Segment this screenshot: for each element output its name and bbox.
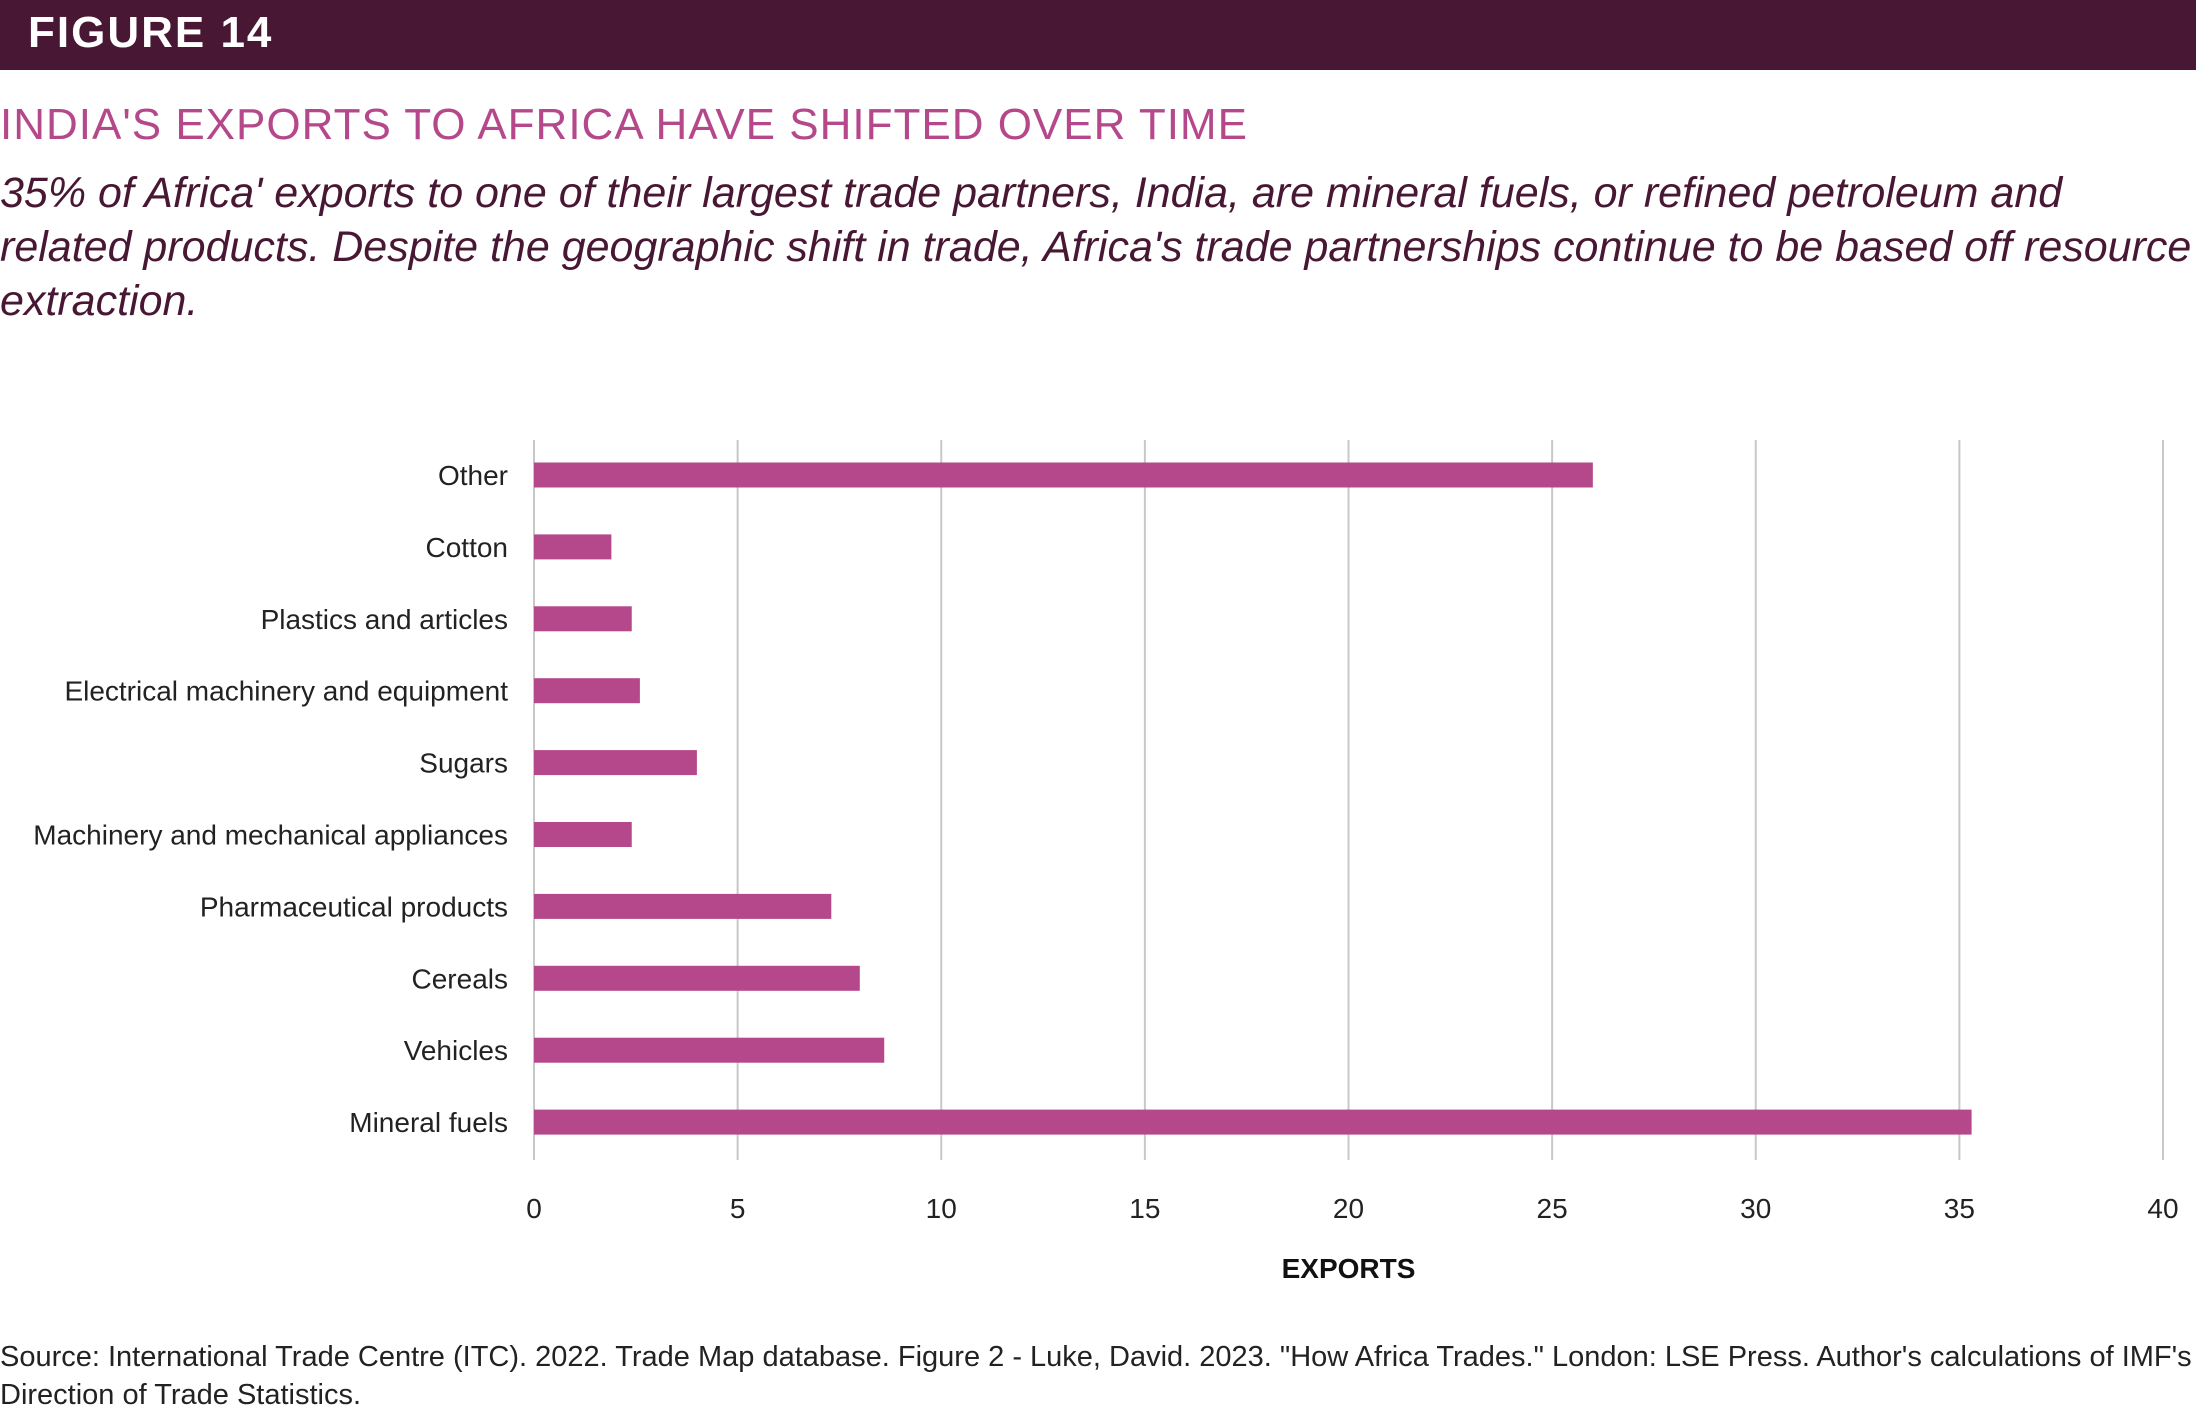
bar <box>534 1037 885 1063</box>
category-label: Cotton <box>426 532 509 563</box>
category-label: Mineral fuels <box>349 1107 508 1138</box>
x-tick-label: 30 <box>1740 1193 1771 1224</box>
chart-subtitle: 35% of Africa' exports to one of their l… <box>0 169 2192 325</box>
figure-label: FIGURE 14 <box>28 8 274 57</box>
figure-header: FIGURE 14 <box>0 0 2196 70</box>
bar <box>534 534 612 560</box>
x-tick-label: 10 <box>926 1193 957 1224</box>
category-label: Sugars <box>419 748 508 779</box>
source-note: Source: International Trade Centre (ITC)… <box>0 1341 2192 1411</box>
bar <box>534 1109 1972 1135</box>
x-tick-label: 5 <box>730 1193 746 1224</box>
category-label: Other <box>438 460 508 491</box>
bar <box>534 893 832 919</box>
x-tick-label: 15 <box>1129 1193 1160 1224</box>
category-label: Cereals <box>412 963 508 994</box>
chart-title: INDIA'S EXPORTS TO AFRICA HAVE SHIFTED O… <box>0 100 1248 149</box>
x-axis-title: EXPORTS <box>1282 1253 1416 1284</box>
bar <box>534 822 632 847</box>
category-label: Electrical machinery and equipment <box>64 676 508 707</box>
x-tick-label: 0 <box>526 1193 542 1224</box>
category-label: Vehicles <box>404 1035 508 1066</box>
bar <box>534 678 640 704</box>
x-tick-label: 20 <box>1333 1193 1364 1224</box>
x-tick-label: 25 <box>1537 1193 1568 1224</box>
x-tick-label: 40 <box>2147 1193 2178 1224</box>
bar <box>534 462 1593 488</box>
bar <box>534 750 697 776</box>
category-label: Plastics and articles <box>261 604 508 635</box>
category-label: Pharmaceutical products <box>200 891 508 922</box>
x-tick-label: 35 <box>1944 1193 1975 1224</box>
category-label: Machinery and mechanical appliances <box>33 820 508 851</box>
bar <box>534 606 632 632</box>
bar <box>534 965 860 991</box>
